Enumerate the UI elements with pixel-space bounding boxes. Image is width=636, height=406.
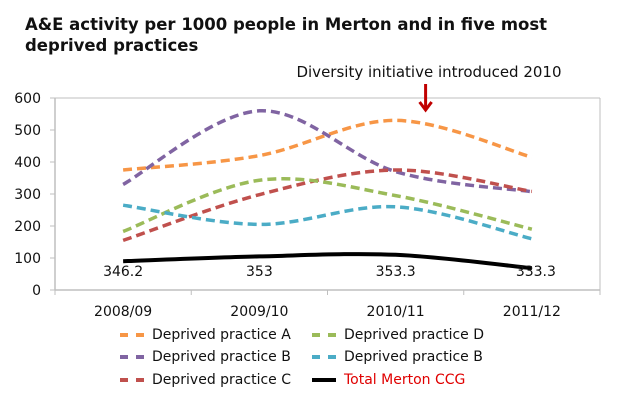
x-tick-label: 2009/10 [230, 304, 288, 320]
data-label: 353.3 [376, 264, 416, 280]
legend-item: Deprived practice C [120, 369, 291, 391]
x-ticks: 2008/09 2009/10 2010/11 2011/12 [54, 290, 601, 320]
data-label: 353 [246, 264, 273, 280]
x-tick-label: 2010/11 [367, 304, 425, 320]
legend-label: Deprived practice C [152, 372, 291, 388]
legend: Deprived practice A Deprived practice B … [120, 324, 540, 396]
data-label: 333.3 [516, 264, 556, 280]
series-line-deprived-practice-c-2 [122, 168, 533, 243]
legend-label: Deprived practice B [152, 349, 291, 365]
legend-item: Deprived practice B [120, 346, 291, 368]
series-lines [122, 109, 533, 271]
annotation: Diversity initiative introduced 2010 [296, 63, 562, 113]
annotation-text: Diversity initiative introduced 2010 [296, 63, 561, 81]
legend-swatch-dashed [312, 355, 336, 359]
y-tick-label: 500 [14, 123, 41, 139]
legend-swatch-dashed [312, 333, 336, 337]
series-line-deprived-practice-b-1 [122, 109, 533, 194]
y-tick-label: 400 [14, 155, 41, 171]
x-tick-label: 2008/09 [94, 304, 152, 320]
y-tick-label: 600 [14, 91, 41, 107]
legend-swatch-solid [312, 378, 336, 382]
y-ticks: 0 100 200 300 400 500 600 [14, 91, 55, 299]
legend-swatch-dashed [120, 355, 144, 359]
arrow-head-icon [418, 101, 433, 113]
legend-label: Deprived practice A [152, 327, 291, 343]
chart-title: A&E activity per 1000 people in Merton a… [25, 15, 548, 55]
legend-swatch-dashed [120, 333, 144, 337]
y-tick-label: 200 [14, 219, 41, 235]
series-line-deprived-practice-d-3 [122, 176, 533, 234]
series-line-deprived-practice-b-4 [122, 203, 533, 241]
legend-swatch-dashed [120, 378, 144, 382]
legend-item: Total Merton CCG [312, 369, 465, 391]
legend-label: Deprived practice D [344, 327, 484, 343]
data-label: 346.2 [103, 264, 143, 280]
legend-label: Deprived practice B [344, 349, 483, 365]
legend-item: Deprived practice B [312, 346, 483, 368]
series-line-total-merton-ccg-5 [123, 252, 533, 271]
data-labels: 346.2 353 353.3 333.3 [103, 264, 556, 280]
y-tick-label: 300 [14, 187, 41, 203]
legend-item: Deprived practice D [312, 324, 484, 346]
y-tick-label: 100 [14, 251, 41, 267]
legend-label: Total Merton CCG [344, 372, 466, 388]
x-tick-label: 2011/12 [503, 304, 561, 320]
legend-item: Deprived practice A [120, 324, 291, 346]
y-tick-label: 0 [32, 283, 41, 299]
series-line-deprived-practice-a-0 [122, 118, 533, 172]
